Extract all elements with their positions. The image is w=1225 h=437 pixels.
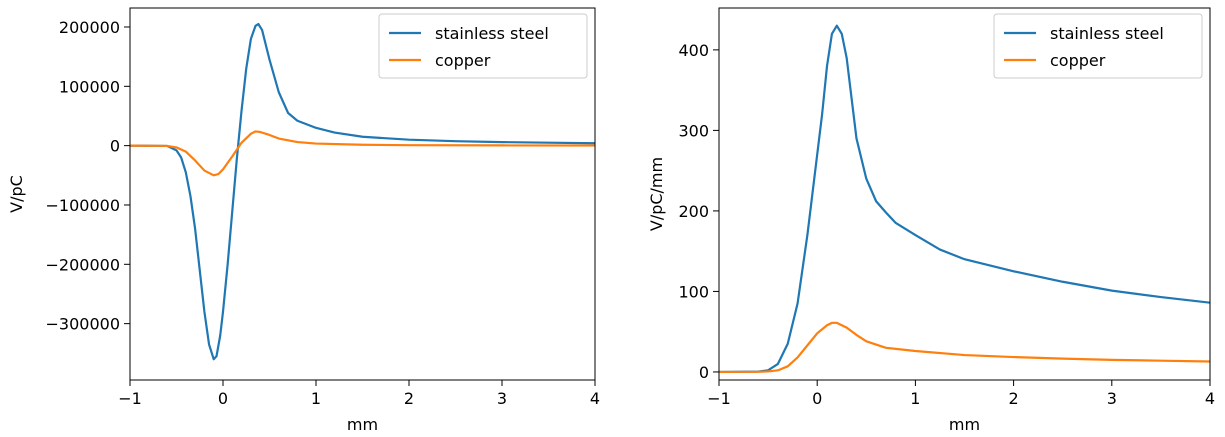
left-x-tick-label: −1 xyxy=(118,389,142,408)
left-legend-box xyxy=(378,13,588,79)
chart-left: −1 0 1 2 3 4 −300000 −200000 −100000 0 100000 2000… xyxy=(7,7,600,434)
right-x-tick-label: 0 xyxy=(812,389,822,408)
right-x-tick-label: 1 xyxy=(910,389,920,408)
left-y-axis-label: V/pC xyxy=(7,175,26,213)
right-legend: stainless steel copper xyxy=(993,13,1203,79)
right-x-tick-label: 2 xyxy=(1009,389,1019,408)
left-x-tick-label: 1 xyxy=(311,389,321,408)
left-y-tick-label: 100000 xyxy=(59,77,120,96)
right-series-lines xyxy=(719,24,1210,374)
left-legend: stainless steel copper xyxy=(378,13,588,79)
right-x-tick-label: 3 xyxy=(1107,389,1117,408)
left-y-tick-label: 200000 xyxy=(59,18,120,37)
right-y-tick-label: 0 xyxy=(699,363,709,382)
right-series-line-1 xyxy=(719,321,1210,374)
right-y-axis-label: V/pC/mm xyxy=(647,157,666,231)
left-y-tick-label: −100000 xyxy=(46,196,120,215)
left-x-tick-label: 3 xyxy=(497,389,507,408)
right-y-tick-label: 200 xyxy=(678,202,709,221)
right-x-axis-label: mm xyxy=(949,415,980,434)
right-y-tick-label: 100 xyxy=(678,282,709,301)
left-y-tick-label: −300000 xyxy=(46,315,120,334)
left-y-axis: −300000 −200000 −100000 0 100000 200000 xyxy=(46,18,130,334)
left-plot-frame xyxy=(129,7,596,381)
left-x-tick-label: 2 xyxy=(404,389,414,408)
left-series-line-0 xyxy=(130,22,595,361)
right-x-tick-label: 4 xyxy=(1205,389,1215,408)
left-x-tick-label: 0 xyxy=(218,389,228,408)
right-series-line-0 xyxy=(719,24,1210,374)
right-y-axis: 0 100 200 300 400 xyxy=(678,41,719,382)
left-y-tick-label: −200000 xyxy=(46,255,120,274)
chart-right: −1 0 1 2 3 4 0 100 200 300 400 mm V/pC/mm stainle… xyxy=(647,7,1215,434)
left-series-line-1 xyxy=(130,130,595,177)
right-legend-label-0: stainless steel xyxy=(1050,24,1164,43)
left-series-lines xyxy=(130,22,595,361)
right-plot-frame xyxy=(718,7,1211,381)
right-x-axis: −1 0 1 2 3 4 xyxy=(707,380,1215,408)
left-x-tick-label: 4 xyxy=(590,389,600,408)
right-y-tick-label: 300 xyxy=(678,121,709,140)
right-legend-box xyxy=(993,13,1203,79)
right-y-tick-label: 400 xyxy=(678,41,709,60)
left-x-axis: −1 0 1 2 3 4 xyxy=(118,380,600,408)
right-x-tick-label: −1 xyxy=(707,389,731,408)
left-x-axis-label: mm xyxy=(347,415,378,434)
left-y-tick-label: 0 xyxy=(110,137,120,156)
left-legend-label-1: copper xyxy=(435,51,491,70)
left-legend-label-0: stainless steel xyxy=(435,24,549,43)
right-legend-label-1: copper xyxy=(1050,51,1106,70)
